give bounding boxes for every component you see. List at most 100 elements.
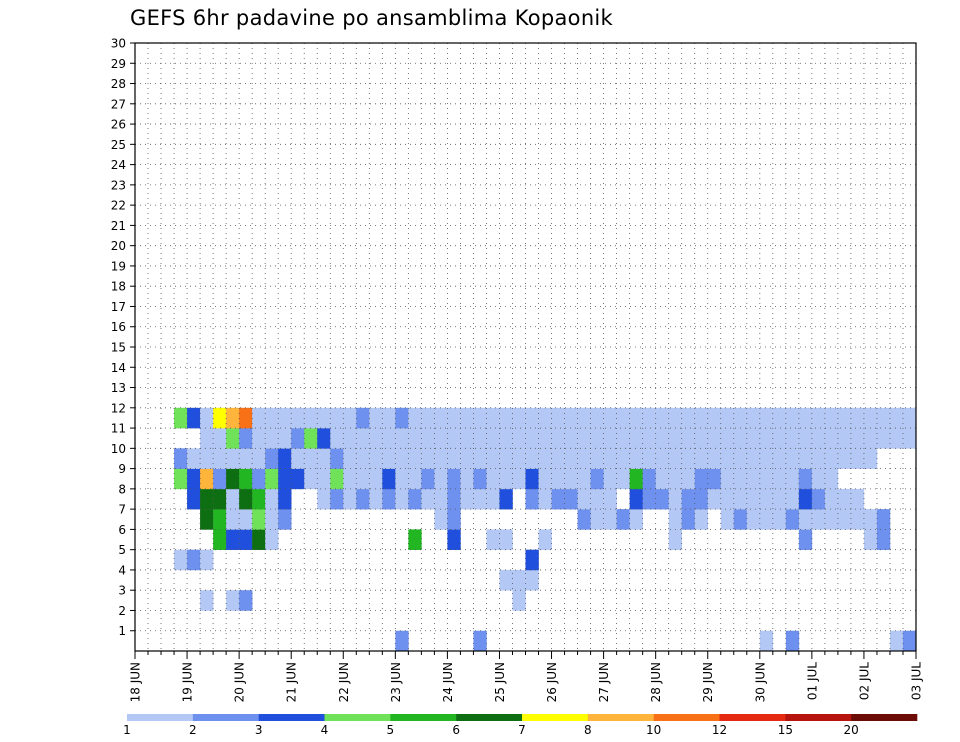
heatmap-cell bbox=[603, 488, 617, 510]
heatmap-cell bbox=[538, 407, 552, 429]
legend-label: 12 bbox=[712, 723, 727, 737]
heatmap-cell bbox=[226, 428, 240, 449]
x-tick-label: 19 JUN bbox=[181, 662, 195, 702]
heatmap-cell bbox=[642, 468, 656, 490]
heatmap-cell bbox=[356, 468, 370, 490]
heatmap-cell bbox=[668, 407, 682, 429]
heatmap-cell bbox=[200, 549, 214, 571]
heatmap-cell bbox=[902, 428, 917, 449]
heatmap-cell bbox=[330, 488, 344, 510]
heatmap-cell bbox=[616, 407, 630, 429]
heatmap-cell bbox=[304, 407, 318, 429]
heatmap-cell bbox=[733, 488, 748, 510]
heatmap-cell bbox=[317, 488, 331, 510]
heatmap-cell bbox=[642, 448, 656, 469]
heatmap-cell bbox=[291, 468, 305, 490]
heatmap-cell bbox=[850, 428, 865, 449]
heatmap-cell bbox=[512, 468, 526, 490]
heatmap-cell bbox=[837, 407, 852, 429]
heatmap-cell bbox=[850, 448, 865, 469]
heatmap-cell bbox=[213, 529, 227, 550]
y-tick-label: 23 bbox=[111, 178, 126, 192]
heatmap-cell bbox=[603, 468, 617, 490]
heatmap-cell bbox=[434, 488, 448, 510]
heatmap-cell bbox=[239, 468, 253, 490]
heatmap-cell bbox=[408, 529, 422, 550]
y-tick-label: 12 bbox=[111, 401, 126, 415]
heatmap-cell bbox=[291, 428, 305, 449]
heatmap-cell bbox=[746, 488, 761, 510]
heatmap-cell bbox=[239, 407, 253, 429]
y-tick-label: 11 bbox=[111, 422, 126, 436]
heatmap-cell bbox=[369, 488, 383, 510]
heatmap-cell bbox=[252, 529, 266, 550]
heatmap-cell bbox=[668, 529, 682, 550]
heatmap-cell bbox=[564, 488, 578, 510]
heatmap-cell bbox=[343, 468, 357, 490]
heatmap-cell bbox=[512, 428, 526, 449]
x-tick-label: 28 JUN bbox=[649, 662, 663, 702]
heatmap-cell bbox=[226, 407, 240, 429]
x-tick-label: 24 JUN bbox=[441, 662, 455, 702]
heatmap-cell bbox=[382, 448, 396, 469]
heatmap-cell bbox=[551, 468, 565, 490]
y-tick-label: 18 bbox=[111, 280, 126, 294]
heatmap-cell bbox=[681, 428, 696, 449]
heatmap-cell bbox=[252, 428, 266, 449]
color-legend: 1 2 3 4 5 6 7 8 10 12 15 20 bbox=[123, 714, 918, 737]
heatmap-cell bbox=[811, 407, 826, 429]
heatmap-cell bbox=[551, 428, 565, 449]
heatmap-cell bbox=[772, 509, 787, 530]
heatmap-cell bbox=[330, 468, 344, 490]
heatmap-cell bbox=[213, 488, 227, 510]
legend-label: 1 bbox=[123, 723, 131, 737]
heatmap-cell bbox=[486, 448, 500, 469]
y-tick-label: 30 bbox=[111, 37, 126, 51]
heatmap-cell bbox=[213, 509, 227, 530]
heatmap-cell bbox=[759, 448, 774, 469]
heatmap-cell bbox=[720, 407, 735, 429]
legend-swatch bbox=[851, 714, 918, 721]
heatmap-cell bbox=[590, 509, 604, 530]
heatmap-cell bbox=[200, 448, 214, 469]
heatmap-cell bbox=[304, 448, 318, 469]
x-tick-label: 02 JUL bbox=[857, 662, 871, 700]
heatmap-cell bbox=[811, 428, 826, 449]
heatmap-cell bbox=[252, 468, 266, 490]
x-tick-label: 22 JUN bbox=[337, 662, 351, 702]
heatmap-cell bbox=[187, 549, 201, 571]
heatmap-cell bbox=[668, 509, 682, 530]
heatmap-cell bbox=[226, 529, 240, 550]
heatmap-cell bbox=[200, 428, 214, 449]
heatmap-cell bbox=[460, 448, 474, 469]
heatmap-cell bbox=[265, 529, 279, 550]
heatmap-cell bbox=[200, 488, 214, 510]
heatmap-cell bbox=[174, 407, 188, 429]
heatmap-cell bbox=[252, 407, 266, 429]
heatmap-cell bbox=[317, 468, 331, 490]
heatmap-cell bbox=[486, 407, 500, 429]
heatmap-cell bbox=[447, 509, 461, 530]
legend-swatch bbox=[192, 714, 259, 721]
heatmap-cell bbox=[720, 488, 735, 510]
heatmap-cell bbox=[265, 428, 279, 449]
heatmap-cell bbox=[564, 407, 578, 429]
heatmap-cell bbox=[824, 509, 839, 530]
heatmap-cell bbox=[473, 488, 487, 510]
x-tick-label: 03 JUL bbox=[910, 662, 924, 700]
heatmap-cell bbox=[551, 448, 565, 469]
heatmap-cell bbox=[265, 407, 279, 429]
heatmap-cell bbox=[772, 448, 787, 469]
heatmap-cell bbox=[629, 488, 643, 510]
legend-swatch bbox=[258, 714, 325, 721]
heatmap-cell bbox=[447, 488, 461, 510]
heatmap-cell bbox=[226, 509, 240, 530]
heatmap-cell bbox=[876, 529, 891, 550]
heatmap-cell bbox=[746, 428, 761, 449]
heatmap-cell bbox=[707, 428, 722, 449]
heatmap-cell bbox=[590, 468, 604, 490]
heatmap-cell bbox=[655, 407, 669, 429]
heatmap-cell bbox=[850, 407, 865, 429]
heatmap-cell bbox=[798, 407, 813, 429]
heatmap-cell bbox=[577, 488, 591, 510]
